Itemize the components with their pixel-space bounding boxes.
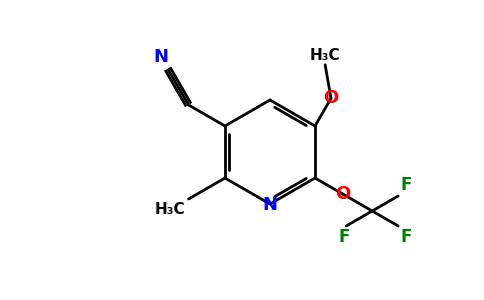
Text: H₃C: H₃C (155, 202, 185, 217)
Text: H₃C: H₃C (310, 48, 340, 63)
Text: F: F (400, 176, 411, 194)
Text: O: O (323, 89, 339, 107)
Text: F: F (338, 228, 350, 246)
Text: N: N (262, 196, 277, 214)
Text: N: N (153, 47, 168, 65)
Text: O: O (335, 185, 350, 203)
Text: F: F (400, 228, 411, 246)
